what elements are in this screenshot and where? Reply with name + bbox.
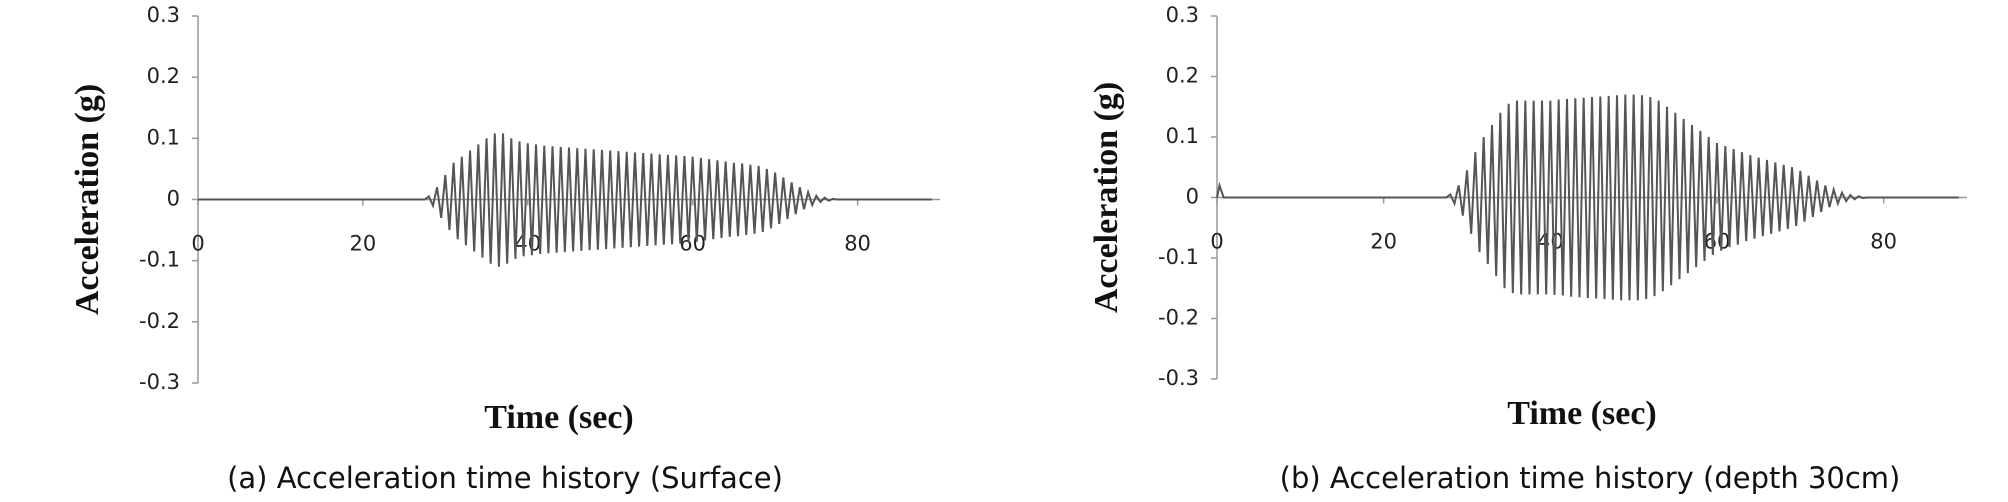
- y-tick-label: 0: [167, 187, 180, 211]
- x-tick-label: 0: [191, 232, 204, 256]
- caption: (b) Acceleration time history (depth 30c…: [1280, 461, 1901, 495]
- caption: (a) Acceleration time history (Surface): [227, 461, 783, 495]
- y-axis-title: Acceleration (g): [69, 84, 106, 315]
- x-tick-label: 40: [514, 232, 541, 256]
- x-tick-label: 0: [1210, 230, 1223, 254]
- y-tick-label: -0.3: [1158, 366, 1199, 390]
- x-tick-label: 80: [1870, 230, 1897, 254]
- y-tick-label: 0.3: [147, 3, 180, 27]
- y-tick-label: 0.3: [1166, 3, 1199, 27]
- x-tick-label: 60: [679, 232, 706, 256]
- x-axis-title: Time (sec): [1507, 395, 1656, 432]
- x-tick-label: 20: [1370, 230, 1397, 254]
- y-tick-label: 0.1: [1166, 124, 1199, 148]
- y-tick-label: 0: [1186, 185, 1199, 209]
- y-tick-label: 0.2: [147, 64, 180, 88]
- x-tick-label: 80: [844, 232, 871, 256]
- signal-line: [198, 133, 932, 267]
- y-tick-label: -0.1: [1158, 245, 1199, 269]
- y-tick-label: 0.1: [147, 125, 180, 149]
- y-tick-label: -0.3: [139, 370, 180, 394]
- y-tick-label: -0.2: [139, 309, 180, 333]
- x-tick-label: 60: [1704, 230, 1731, 254]
- y-axis-title: Acceleration (g): [1088, 82, 1125, 313]
- x-tick-label: 40: [1537, 230, 1564, 254]
- signal-line: [1216, 94, 1959, 301]
- x-tick-label: 20: [350, 232, 377, 256]
- x-axis-title: Time (sec): [484, 399, 633, 436]
- y-tick-label: 0.2: [1166, 64, 1199, 88]
- y-tick-label: -0.2: [1158, 306, 1199, 330]
- y-tick-label: -0.1: [139, 248, 180, 272]
